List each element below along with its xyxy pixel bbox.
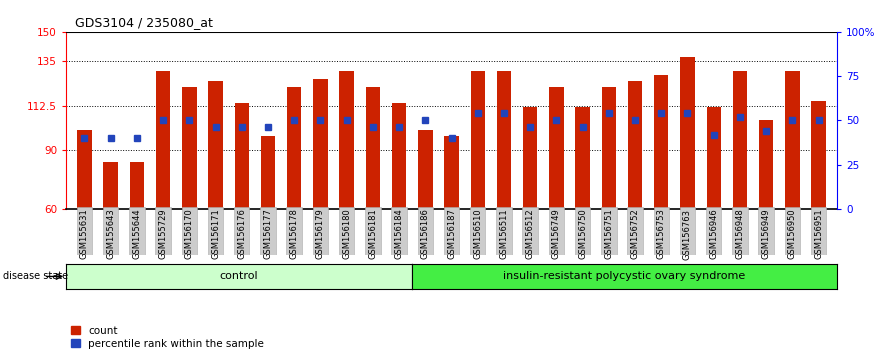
Text: GSM156184: GSM156184 <box>395 209 403 259</box>
Bar <box>602 87 616 209</box>
Bar <box>392 103 406 209</box>
Text: GSM155729: GSM155729 <box>159 209 167 259</box>
Text: GSM156170: GSM156170 <box>185 209 194 259</box>
Bar <box>234 207 249 255</box>
Bar <box>706 207 722 255</box>
Text: GSM156180: GSM156180 <box>342 209 352 259</box>
Bar <box>785 71 800 209</box>
Text: GSM156177: GSM156177 <box>263 209 272 259</box>
Text: GSM156948: GSM156948 <box>736 209 744 259</box>
Bar <box>261 136 275 209</box>
Bar <box>365 207 381 255</box>
Text: GSM156750: GSM156750 <box>578 209 587 259</box>
Text: GSM155643: GSM155643 <box>106 209 115 259</box>
Bar <box>759 120 774 209</box>
Bar <box>418 207 433 255</box>
Bar <box>314 79 328 209</box>
Bar <box>654 207 669 255</box>
Text: GSM156512: GSM156512 <box>526 209 535 259</box>
Text: GSM156187: GSM156187 <box>447 209 456 259</box>
Bar <box>522 207 538 255</box>
Bar <box>549 207 564 255</box>
Text: GSM155644: GSM155644 <box>132 209 141 259</box>
Bar <box>575 107 589 209</box>
Text: GSM156179: GSM156179 <box>316 209 325 259</box>
Text: GSM156510: GSM156510 <box>473 209 482 259</box>
Bar <box>627 207 643 255</box>
Text: GSM156511: GSM156511 <box>500 209 508 259</box>
Text: GSM156950: GSM156950 <box>788 209 797 259</box>
Text: GSM155631: GSM155631 <box>80 209 89 259</box>
Text: control: control <box>219 272 258 281</box>
Bar <box>470 207 485 255</box>
Bar <box>339 207 354 255</box>
Bar <box>811 101 825 209</box>
Bar <box>313 207 328 255</box>
Text: GSM156763: GSM156763 <box>683 209 692 259</box>
Bar <box>103 207 118 255</box>
Text: GDS3104 / 235080_at: GDS3104 / 235080_at <box>75 16 212 29</box>
Bar <box>130 207 144 255</box>
Bar <box>130 162 144 209</box>
Bar <box>78 130 92 209</box>
Bar <box>628 81 642 209</box>
Text: GSM156749: GSM156749 <box>552 209 561 259</box>
Bar <box>654 75 669 209</box>
Bar <box>444 207 459 255</box>
Bar <box>497 71 511 209</box>
Bar <box>444 136 459 209</box>
Bar <box>549 87 564 209</box>
Bar <box>575 207 590 255</box>
Bar <box>366 87 380 209</box>
Bar <box>785 207 800 255</box>
Bar <box>208 81 223 209</box>
Bar <box>418 130 433 209</box>
Bar <box>470 71 485 209</box>
Bar <box>287 87 301 209</box>
Bar <box>732 207 748 255</box>
Bar <box>103 162 118 209</box>
Bar <box>523 107 537 209</box>
Bar <box>733 71 747 209</box>
Bar <box>601 207 617 255</box>
Bar <box>260 207 276 255</box>
Bar <box>156 71 170 209</box>
Text: GSM156751: GSM156751 <box>604 209 613 259</box>
Bar <box>496 207 512 255</box>
Bar <box>391 207 407 255</box>
Bar <box>286 207 302 255</box>
Text: GSM156178: GSM156178 <box>290 209 299 259</box>
Text: GSM156186: GSM156186 <box>421 209 430 259</box>
Bar <box>680 207 695 255</box>
Bar <box>234 103 249 209</box>
Bar <box>77 207 93 255</box>
Bar <box>182 87 196 209</box>
Text: insulin-resistant polycystic ovary syndrome: insulin-resistant polycystic ovary syndr… <box>503 272 745 281</box>
Bar <box>208 207 223 255</box>
Text: GSM156181: GSM156181 <box>368 209 377 259</box>
Text: GSM156171: GSM156171 <box>211 209 220 259</box>
Text: GSM156949: GSM156949 <box>762 209 771 259</box>
Text: GSM156946: GSM156946 <box>709 209 718 259</box>
Text: GSM156753: GSM156753 <box>656 209 666 259</box>
Text: disease state: disease state <box>3 272 68 281</box>
Bar <box>680 57 695 209</box>
Legend: count, percentile rank within the sample: count, percentile rank within the sample <box>71 326 263 349</box>
Text: GSM156752: GSM156752 <box>631 209 640 259</box>
Bar <box>811 207 826 255</box>
Text: GSM156176: GSM156176 <box>237 209 247 259</box>
Bar <box>707 107 721 209</box>
Bar <box>155 207 171 255</box>
Bar <box>339 71 354 209</box>
Text: GSM156951: GSM156951 <box>814 209 823 259</box>
Bar <box>759 207 774 255</box>
Bar <box>181 207 197 255</box>
